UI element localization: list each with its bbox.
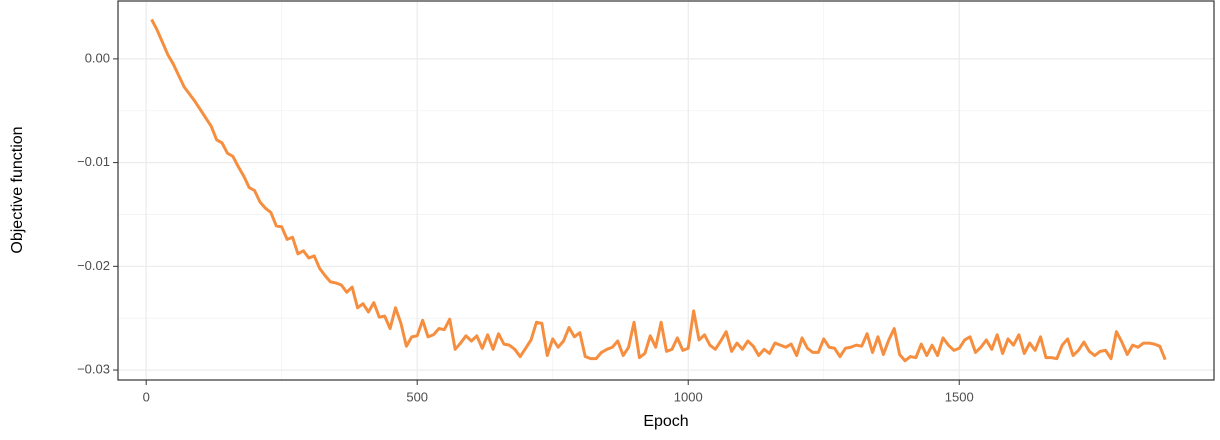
x-axis-title: Epoch (643, 413, 688, 430)
y-tick-label: −0.03 (77, 361, 110, 376)
x-tick-label: 500 (406, 389, 428, 404)
y-tick-label: −0.01 (77, 154, 110, 169)
x-tick-label: 1500 (945, 389, 974, 404)
x-tick-label: 0 (143, 389, 150, 404)
y-tick-label: 0.00 (85, 50, 110, 65)
line (150, 18, 1167, 363)
x-tick-label: 1000 (674, 389, 703, 404)
y-axis-title: Objective function (9, 126, 26, 253)
y-tick-label: −0.02 (77, 258, 110, 273)
panel-border (117, 0, 1215, 381)
